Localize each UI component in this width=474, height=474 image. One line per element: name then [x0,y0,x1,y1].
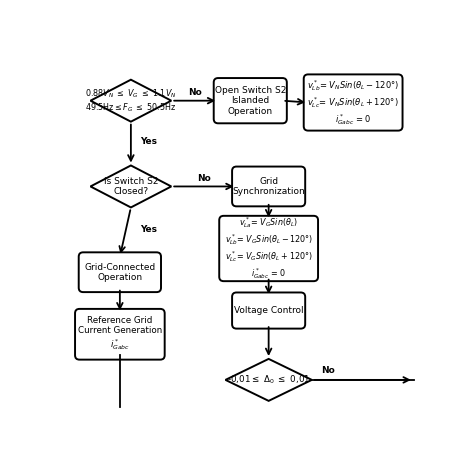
FancyBboxPatch shape [304,74,402,131]
FancyBboxPatch shape [75,309,164,360]
Text: Open Switch S2
Islanded
Operation: Open Switch S2 Islanded Operation [215,86,286,116]
Text: $v^*_{La}$= $V_G$$Sin(\theta_L)$
$v^*_{Lb}$= $V_G$$Sin(\theta_L - 120°)$
$v^*_{L: $v^*_{La}$= $V_G$$Sin(\theta_L)$ $v^*_{L… [225,216,313,282]
Text: No: No [188,88,201,97]
Text: No: No [321,366,335,375]
FancyBboxPatch shape [219,216,318,281]
Text: Grid-Connected
Operation: Grid-Connected Operation [84,263,155,282]
FancyBboxPatch shape [214,78,287,123]
Text: 0.88$V_N$ $\leq$ $V_G$ $\leq$ 1.1$V_N$
49.5Hz$\leq$$F_G$ $\leq$ 50.5Hz: 0.88$V_N$ $\leq$ $V_G$ $\leq$ 1.1$V_N$ 4… [85,87,177,114]
Text: Reference Grid
Current Generation
$i^*_{Gabc}$: Reference Grid Current Generation $i^*_{… [78,316,162,353]
FancyBboxPatch shape [232,166,305,206]
Polygon shape [91,165,171,208]
Text: -0,01$\leq$ $\Delta_0$ $\leq$ 0,01: -0,01$\leq$ $\Delta_0$ $\leq$ 0,01 [227,374,310,386]
Text: Yes: Yes [140,225,157,234]
FancyBboxPatch shape [232,292,305,328]
FancyBboxPatch shape [79,252,161,292]
Polygon shape [226,359,312,401]
Text: Grid
Synchronization: Grid Synchronization [232,177,305,196]
Text: No: No [197,174,211,183]
Text: Is Switch S2
Closed?: Is Switch S2 Closed? [104,177,158,196]
Polygon shape [91,80,171,122]
Text: Yes: Yes [140,137,157,146]
Text: $v^*_{Lb}$= $V_N$$Sin(\theta_L - 120°)$
$v^*_{Lc}$= $V_N$$Sin(\theta_L + 120°)$
: $v^*_{Lb}$= $V_N$$Sin(\theta_L - 120°)$ … [307,78,399,127]
Text: Voltage Control: Voltage Control [234,306,303,315]
